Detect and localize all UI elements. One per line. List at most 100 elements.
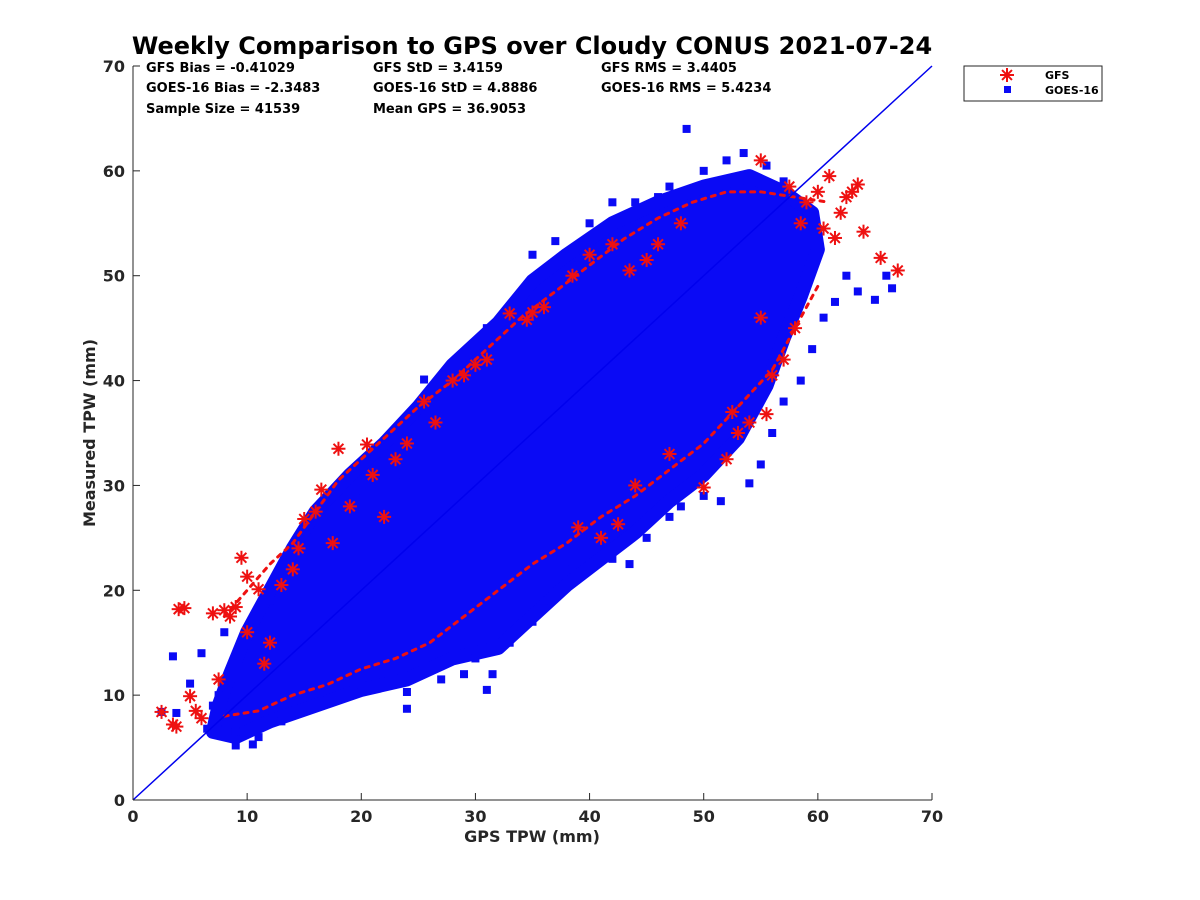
gfs-point: [719, 452, 734, 467]
gfs-point: [605, 237, 620, 252]
goes-16-point: [842, 271, 851, 280]
x-tick-label: 0: [127, 807, 138, 826]
x-tick-label: 20: [350, 807, 372, 826]
goes-16-point: [882, 271, 891, 280]
gfs-point: [776, 352, 791, 367]
goes-16-point: [471, 654, 480, 663]
gfs-point: [257, 656, 272, 671]
gfs-point: [725, 405, 740, 420]
gfs-point: [359, 437, 374, 452]
goes-16-point: [402, 704, 411, 713]
goes-16-point: [796, 376, 805, 385]
gfs-point: [873, 250, 888, 265]
goes-16-point: [768, 429, 777, 437]
goes-16-point: [437, 675, 446, 684]
stat-r1-c0: GOES-16 Bias = -2.3483: [146, 81, 320, 96]
gfs-point: [388, 452, 403, 467]
gfs-point: [308, 504, 323, 519]
gfs-point: [297, 511, 312, 526]
gfs-point: [673, 216, 688, 231]
goes-16-point: [265, 596, 274, 605]
goes-16-point: [574, 261, 583, 270]
goes-16-point: [420, 375, 429, 384]
x-tick-label: 60: [807, 807, 829, 826]
goes-16-point: [665, 182, 674, 191]
gfs-point: [251, 582, 266, 597]
legend-gfs-asterisk: [1000, 68, 1014, 82]
gfs-point: [325, 536, 340, 551]
legend-gfs-marker: [1000, 68, 1014, 82]
stat-r1-c2: GOES-16 RMS = 5.4234: [601, 81, 771, 96]
goes-16-point: [402, 687, 411, 696]
goes-16-point: [214, 691, 223, 700]
goes-16-point: [625, 560, 634, 569]
goes-16-point: [699, 166, 708, 175]
gfs-point: [169, 719, 184, 734]
gfs-point: [696, 480, 711, 495]
gfs-point: [759, 407, 774, 422]
goes-16-point: [203, 724, 212, 733]
gfs-dense-edges: [222, 190, 831, 718]
gfs-point: [240, 569, 255, 584]
goes-16-point: [631, 198, 640, 207]
goes-16-point: [197, 649, 206, 658]
goes-16-point: [248, 740, 257, 749]
gfs-point: [845, 184, 860, 199]
goes-16-point: [460, 670, 469, 679]
goes-16-point: [654, 193, 663, 202]
goes-16-point: [323, 696, 332, 705]
gfs-point: [622, 263, 637, 278]
gfs-point: [593, 530, 608, 545]
y-ticks: 0 10 20 30 40 50 60 70: [103, 57, 140, 810]
legend-box: [963, 65, 1103, 102]
goes-16-point: [585, 560, 594, 569]
goes-16-point: [172, 708, 181, 717]
gfs-point: [228, 600, 243, 615]
x-axis-label: GPS TPW (mm): [464, 827, 600, 846]
goes-16-point: [562, 575, 571, 584]
goes-16-point: [739, 149, 748, 158]
goes-16-point: [362, 455, 371, 464]
gfs-point: [183, 689, 198, 704]
gfs-point: [525, 305, 540, 320]
goes-16-point: [437, 381, 446, 390]
goes-16-point: [488, 670, 497, 679]
y-tick-label: 50: [103, 267, 125, 286]
goes-16-point: [528, 617, 537, 626]
goes-16-point: [608, 198, 617, 207]
gfs-point: [890, 263, 905, 278]
goes-16-point: [756, 460, 765, 469]
gfs-point: [285, 562, 300, 577]
goes-16-point: [351, 486, 360, 495]
y-tick-label: 60: [103, 162, 125, 181]
gfs-point: [730, 426, 745, 440]
goes-16-point: [676, 502, 685, 511]
goes-16-point: [357, 680, 366, 689]
y-axis-label: Measured TPW (mm): [80, 339, 99, 527]
gfs-edge-line: [222, 284, 820, 718]
goes-16-point: [254, 733, 263, 742]
goes-16-point: [277, 717, 286, 726]
gfs-point: [417, 394, 432, 409]
goes-16-point: [585, 219, 594, 228]
stat-r0-c2: GFS RMS = 3.4405: [601, 61, 737, 76]
gfs-point: [502, 306, 517, 321]
gfs-point: [177, 601, 192, 616]
gfs-point: [856, 224, 871, 239]
goes-16-point: [853, 287, 862, 296]
gfs-point: [639, 252, 654, 267]
gfs-point: [850, 177, 865, 192]
gfs-point: [810, 184, 825, 199]
gfs-point: [262, 635, 277, 650]
gfs-point: [833, 205, 848, 220]
y-tick-label: 70: [103, 57, 125, 76]
goes-16-point: [231, 741, 240, 750]
y-tick-label: 40: [103, 372, 125, 391]
goes-16-point: [608, 523, 617, 532]
statistics-block: GFS Bias = -0.41029 GFS StD = 3.4159 GFS R…: [146, 61, 771, 117]
goes-16-point: [551, 237, 560, 246]
gfs-point: [822, 169, 837, 184]
gfs-point: [331, 441, 346, 456]
gfs-point: [753, 153, 768, 168]
gfs-point: [445, 373, 460, 388]
